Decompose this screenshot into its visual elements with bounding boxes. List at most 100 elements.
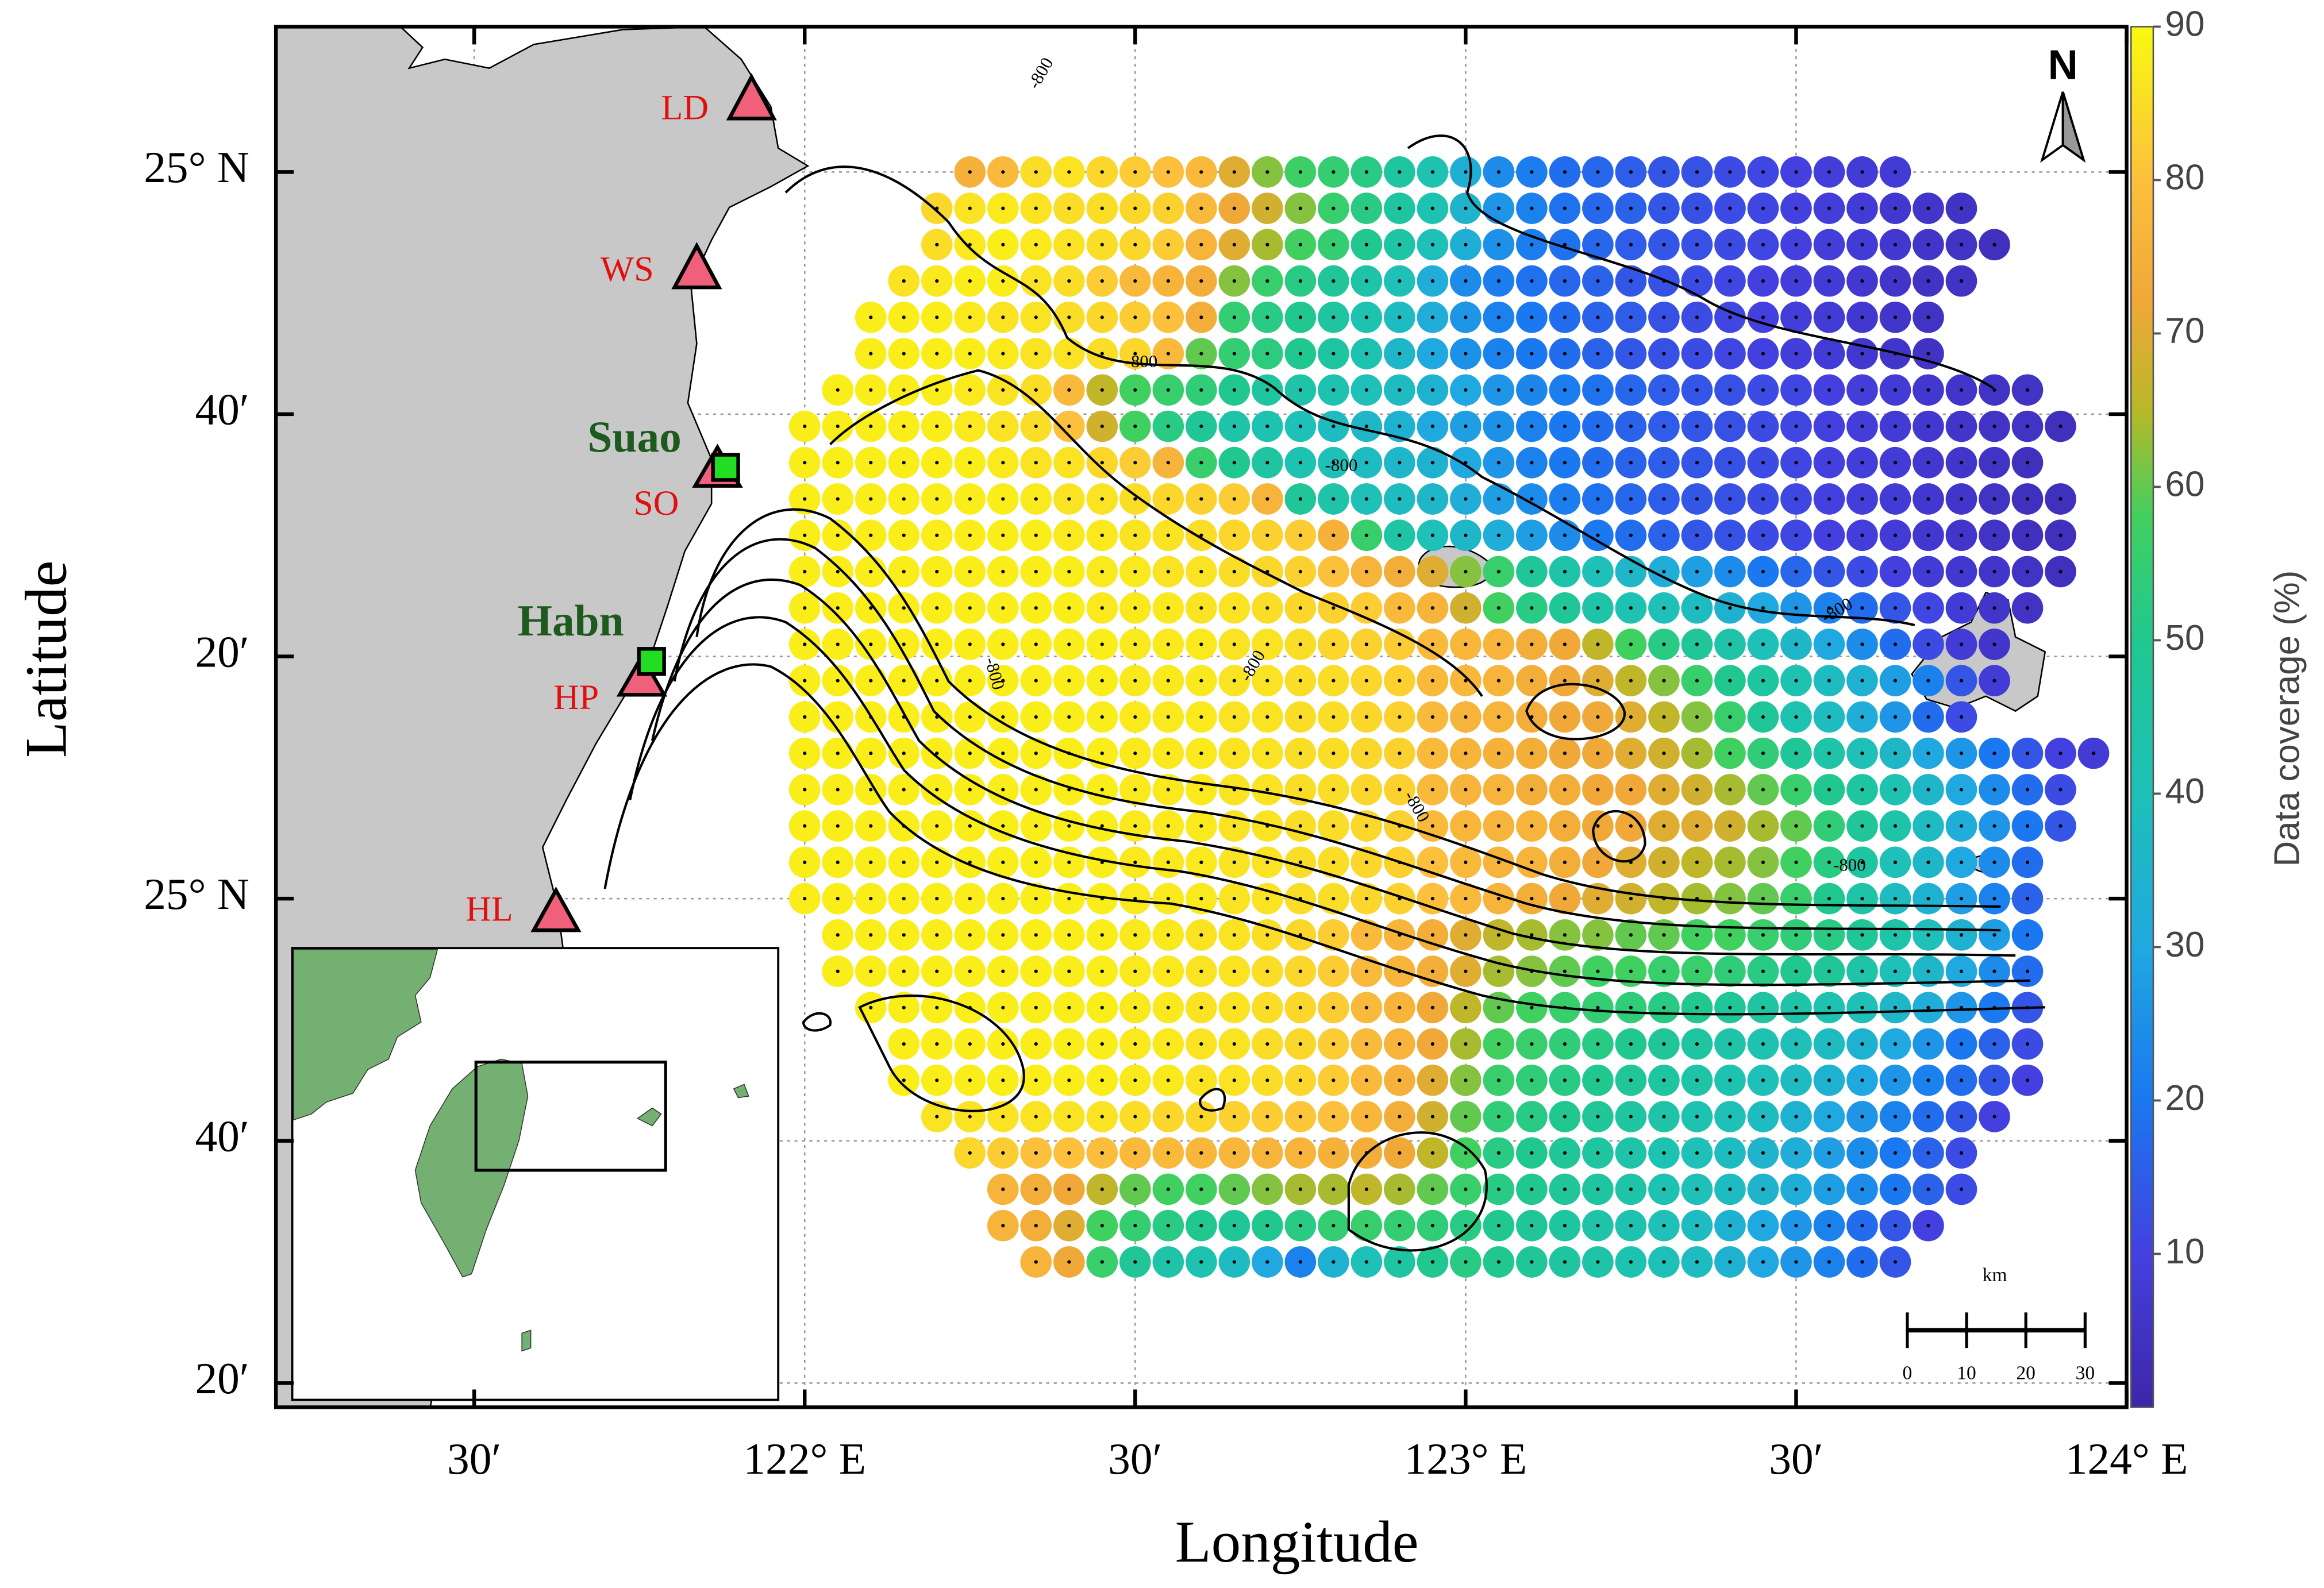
grid-point	[1629, 352, 1633, 356]
grid-point	[1926, 279, 1930, 283]
grid-point	[1133, 279, 1137, 283]
station-marker	[671, 242, 722, 290]
grid-point	[1530, 642, 1534, 646]
grid-point	[1860, 242, 1864, 246]
grid-point	[1398, 1115, 1402, 1119]
x-tick-label: 30′	[447, 1434, 501, 1483]
grid-point	[1364, 242, 1368, 246]
grid-point	[1430, 751, 1434, 756]
grid-point	[1100, 533, 1104, 537]
grid-point	[1464, 1224, 1468, 1228]
grid-point	[1067, 933, 1071, 937]
grid-point	[1364, 170, 1368, 174]
y-tick-label: 40′	[195, 1111, 249, 1161]
grid-point	[869, 969, 873, 973]
grid-point	[1794, 860, 1798, 864]
grid-point	[1662, 315, 1666, 319]
grid-point	[935, 1042, 939, 1046]
grid-point	[1430, 824, 1434, 828]
grid-point	[1430, 897, 1434, 901]
grid-point	[1563, 388, 1567, 392]
grid-point	[1232, 569, 1236, 574]
grid-point	[1464, 315, 1468, 319]
grid-point	[1563, 279, 1567, 283]
grid-point	[1629, 1078, 1633, 1082]
grid-point	[1364, 315, 1368, 319]
grid-point	[1332, 715, 1336, 719]
grid-point	[1166, 642, 1170, 646]
grid-point	[1761, 170, 1765, 174]
grid-point	[1100, 1042, 1104, 1046]
grid-point	[1298, 788, 1302, 792]
grid-point	[1728, 1260, 1732, 1264]
grid-point	[1728, 1151, 1732, 1155]
grid-point	[1794, 679, 1798, 683]
grid-point	[803, 424, 807, 429]
grid-point	[1133, 533, 1137, 537]
grid-point	[1067, 1151, 1071, 1155]
grid-point	[1860, 569, 1864, 574]
grid-point	[1001, 897, 1005, 901]
grid-point	[1860, 424, 1864, 429]
grid-point	[1596, 569, 1600, 574]
grid-point	[1067, 170, 1071, 174]
grid-point	[1728, 206, 1732, 210]
grid-point	[1926, 352, 1930, 356]
grid-point	[1794, 388, 1798, 392]
grid-point	[2025, 569, 2030, 574]
grid-point	[1464, 388, 1468, 392]
grid-point	[1629, 533, 1633, 537]
grid-point	[1530, 606, 1534, 610]
grid-point	[1332, 242, 1336, 246]
grid-point	[1398, 1151, 1402, 1155]
grid-point	[1364, 1224, 1368, 1228]
grid-point	[1199, 424, 1203, 429]
grid-point	[1298, 497, 1302, 501]
y-axis-title: Latitude	[13, 561, 79, 758]
grid-point	[1827, 1115, 1832, 1119]
grid-point	[935, 569, 939, 574]
grid-point	[902, 642, 906, 646]
grid-point	[1265, 1078, 1269, 1082]
grid-point	[1496, 1005, 1500, 1009]
grid-point	[1761, 1042, 1765, 1046]
grid-point	[1860, 1005, 1864, 1009]
grid-point	[1199, 497, 1203, 501]
contour-label: -800	[1833, 854, 1866, 874]
grid-point	[1364, 969, 1368, 973]
grid-point	[1034, 497, 1038, 501]
grid-point	[2058, 497, 2063, 501]
grid-point	[1001, 1187, 1005, 1192]
station-label: WS	[601, 250, 654, 289]
grid-point	[1695, 1078, 1699, 1082]
grid-point	[1464, 933, 1468, 937]
grid-point	[1629, 1005, 1633, 1009]
grid-point	[1761, 860, 1765, 864]
grid-point	[1199, 969, 1203, 973]
grid-point	[1860, 1042, 1864, 1046]
grid-point	[1563, 1224, 1567, 1228]
grid-point	[1199, 751, 1203, 756]
grid-point	[1430, 424, 1434, 429]
grid-point	[1728, 933, 1732, 937]
grid-point	[1629, 170, 1633, 174]
colorbar-title: Data coverage (%)	[2267, 571, 2307, 867]
grid-point	[1298, 1078, 1302, 1082]
grid-point	[1860, 679, 1864, 683]
grid-point	[1827, 533, 1832, 537]
grid-point	[1265, 1224, 1269, 1228]
grid-point	[1926, 606, 1930, 610]
grid-point	[1364, 206, 1368, 210]
grid-point	[1265, 969, 1269, 973]
grid-point	[1133, 1260, 1137, 1264]
grid-point	[1992, 824, 1996, 828]
grid-point	[836, 424, 840, 429]
grid-point	[1926, 388, 1930, 392]
grid-point	[935, 1005, 939, 1009]
grid-point	[1232, 206, 1236, 210]
grid-point	[1563, 751, 1567, 756]
grid-point	[1398, 533, 1402, 537]
grid-point	[1496, 497, 1500, 501]
grid-point	[1563, 933, 1567, 937]
grid-point	[1893, 1005, 1898, 1009]
